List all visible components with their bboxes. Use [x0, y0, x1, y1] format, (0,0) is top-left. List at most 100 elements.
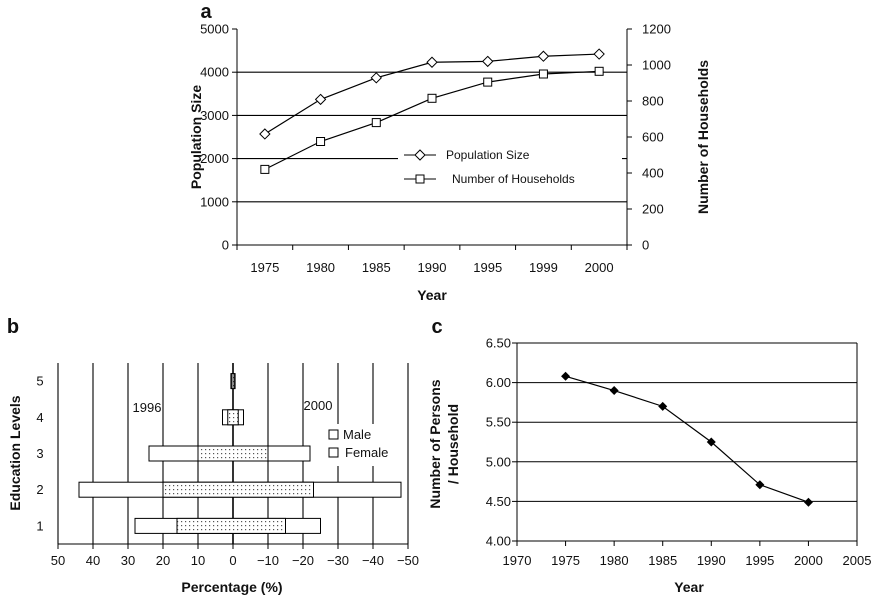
- y-tick-label-a: 1000: [200, 194, 229, 209]
- point-marker-a: [538, 69, 548, 79]
- point-marker-c: [706, 437, 716, 447]
- x-tick-label-b: 10: [191, 553, 205, 568]
- x-tick-label-c: 1975: [551, 553, 580, 568]
- point-marker-a: [593, 48, 605, 60]
- x-tick-label-c: 2005: [843, 553, 872, 568]
- y-axis-title-a: Population Size: [188, 85, 204, 189]
- y-tick-label-c: 5.00: [486, 454, 511, 469]
- y-tick-label-a: 3000: [200, 108, 229, 123]
- y-tick-label-a: 5000: [200, 22, 229, 37]
- point-marker-a: [316, 137, 326, 146]
- y-tick-label-b: 1: [36, 518, 43, 533]
- y-axis-title-b: Education Levels: [7, 395, 23, 510]
- y-axis-title-c-line1: Number of Persons: [427, 379, 443, 508]
- x-tick-label-b: 20: [156, 553, 170, 568]
- x-tick-label-a: 1985: [362, 260, 391, 275]
- y2-axis-title-a: Number of Households: [695, 60, 711, 214]
- y2-tick-label-a: 200: [642, 202, 664, 217]
- point-marker-a: [371, 118, 381, 128]
- bar-female-b: [197, 445, 269, 462]
- legend-label-female-b: Female: [345, 445, 388, 460]
- panel-b-letter: b: [7, 316, 19, 338]
- x-tick-label-b: 40: [86, 553, 100, 568]
- x-tick-label-c: 1985: [648, 553, 677, 568]
- y2-tick-label-a: 1000: [642, 58, 671, 73]
- x-tick-label-c: 1995: [745, 553, 774, 568]
- y2-tick-label-a: 800: [642, 94, 664, 109]
- y-tick-label-b: 2: [36, 482, 43, 497]
- point-marker-a: [594, 66, 604, 76]
- x-tick-label-a: 1990: [418, 260, 447, 275]
- x-tick-label-a: 2000: [585, 260, 614, 275]
- y2-tick-label-a: 600: [642, 130, 664, 145]
- x-tick-label-a: 1999: [529, 260, 558, 275]
- point-marker-a: [426, 56, 438, 68]
- bar-female-b: [176, 517, 286, 534]
- legend-swatch-female-b: [328, 447, 339, 458]
- panel-a-letter: a: [200, 1, 212, 23]
- y-tick-label-b: 5: [36, 374, 43, 389]
- x-axis-title-a: Year: [417, 287, 447, 303]
- x-tick-label-b: −50: [397, 553, 419, 568]
- point-marker-a: [259, 128, 271, 140]
- y-tick-label-c: 4.50: [486, 494, 511, 509]
- annotation-b: 1996: [133, 400, 162, 415]
- x-tick-label-a: 1995: [473, 260, 502, 275]
- x-tick-label-c: 1990: [697, 553, 726, 568]
- point-marker-a: [260, 164, 270, 174]
- point-marker-c: [658, 401, 668, 411]
- annotation-b: 2000: [304, 398, 333, 413]
- legend-swatch-male-b: [328, 429, 339, 440]
- point-marker-a: [427, 93, 437, 103]
- x-tick-label-c: 1980: [600, 553, 629, 568]
- y-tick-label-a: 4000: [200, 65, 229, 80]
- point-marker-c: [561, 371, 571, 381]
- y2-tick-label-a: 400: [642, 166, 664, 181]
- x-tick-label-b: −40: [362, 553, 384, 568]
- panel-c-letter: c: [431, 316, 442, 338]
- bar-female-b: [231, 373, 235, 390]
- legend-box-a: [398, 141, 622, 191]
- point-marker-c: [803, 497, 813, 507]
- legend-label-a: Population Size: [446, 148, 530, 162]
- y-tick-label-c: 6.00: [486, 375, 511, 390]
- point-marker-a: [314, 93, 327, 106]
- y-tick-label-a: 0: [222, 238, 229, 253]
- x-tick-label-b: −20: [292, 553, 314, 568]
- y2-tick-label-a: 1200: [642, 22, 671, 37]
- legend-marker-a: [415, 174, 425, 184]
- y-tick-label-b: 4: [36, 410, 43, 425]
- x-tick-label-b: −30: [327, 553, 349, 568]
- y-tick-label-c: 6.50: [486, 336, 511, 351]
- point-marker-a: [370, 72, 382, 84]
- point-marker-a: [483, 77, 493, 87]
- y-tick-label-b: 3: [36, 446, 43, 461]
- x-tick-label-b: −10: [257, 553, 279, 568]
- series-line-c: [565, 375, 809, 503]
- bar-female-b: [227, 409, 239, 426]
- y-tick-label-c: 5.50: [486, 415, 511, 430]
- panel-b-chart: b 50 40 30 20 10 0 −10 −20 −30 −40 −50 Percentage (%…: [7, 316, 419, 595]
- point-marker-a: [482, 55, 494, 68]
- panel-c-chart: c 4.00 4.50 5.00 5.50 6.00 6.50 1970 1975 1980 198…: [427, 316, 871, 595]
- legend-marker-a: [414, 149, 426, 161]
- legend-label-male-b: Male: [343, 427, 371, 442]
- x-tick-label-c: 1970: [503, 553, 532, 568]
- y-tick-label-a: 2000: [200, 151, 229, 166]
- panel-a-chart: a 0 1000 2000 3000 4000 5000 0 200 400 600 800 1000 1…: [188, 1, 711, 303]
- x-tick-label-b: 30: [121, 553, 135, 568]
- point-marker-c: [755, 480, 765, 490]
- x-tick-label-a: 1980: [306, 260, 335, 275]
- x-tick-label-b: 0: [229, 553, 236, 568]
- point-marker-a: [537, 50, 550, 62]
- y2-tick-label-a: 0: [642, 238, 649, 253]
- y-axis-title-c-line2: / Household: [445, 404, 461, 484]
- x-axis-title-b: Percentage (%): [181, 579, 282, 595]
- x-axis-title-c: Year: [674, 579, 704, 595]
- y-tick-label-c: 4.00: [486, 534, 511, 549]
- point-marker-c: [609, 386, 619, 396]
- legend-box-b: [311, 424, 401, 466]
- x-tick-label-b: 50: [51, 553, 65, 568]
